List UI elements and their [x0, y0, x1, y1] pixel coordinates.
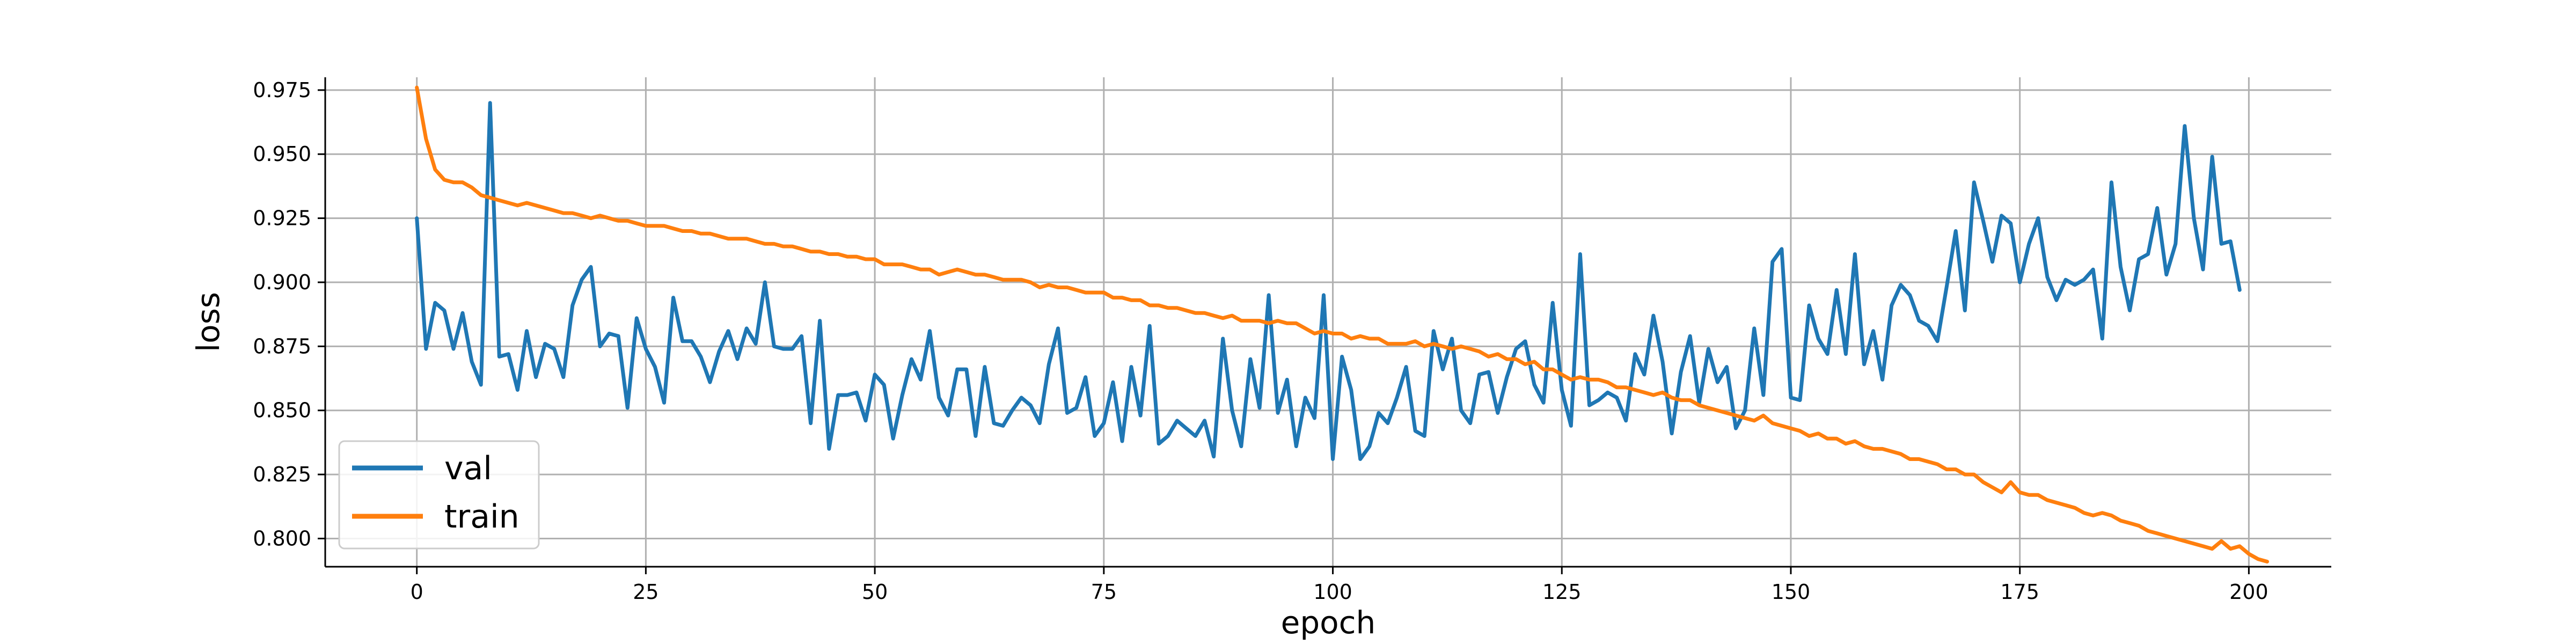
x-tick-label: 200 [2229, 580, 2268, 604]
y-tick-label: 0.825 [253, 463, 311, 486]
legend: val train [338, 440, 540, 550]
series-line-val [415, 101, 2242, 461]
y-tick-label: 0.875 [253, 334, 311, 358]
y-axis-ticks: 0.800 0.825 0.850 0.875 0.900 0.925 0.950 0.975 [253, 78, 325, 550]
y-tick-label: 0.950 [253, 142, 311, 166]
x-tick-label: 175 [2000, 580, 2039, 604]
legend-label-val: val [444, 450, 492, 487]
series-lines [415, 85, 2269, 564]
x-tick-label: 125 [1542, 580, 1582, 604]
y-tick-label: 0.900 [253, 270, 311, 294]
axes-spines [324, 77, 2331, 568]
y-axis-label: loss [190, 292, 226, 352]
y-tick-label: 0.850 [253, 399, 311, 422]
x-tick-label: 0 [411, 580, 423, 604]
y-tick-label: 0.800 [253, 526, 311, 550]
x-tick-label: 75 [1091, 580, 1117, 604]
x-axis-ticks: 0 25 50 75 100 125 150 175 200 [411, 567, 2268, 604]
series-line-train [415, 85, 2269, 564]
x-tick-label: 100 [1313, 580, 1352, 604]
y-tick-label: 0.975 [253, 78, 311, 102]
grid-lines [325, 77, 2331, 567]
legend-label-train: train [444, 498, 519, 536]
x-tick-label: 25 [633, 580, 658, 604]
x-tick-label: 50 [862, 580, 888, 604]
y-tick-label: 0.925 [253, 207, 311, 230]
x-axis-label: epoch [1281, 604, 1376, 641]
x-tick-label: 150 [1772, 580, 1811, 604]
